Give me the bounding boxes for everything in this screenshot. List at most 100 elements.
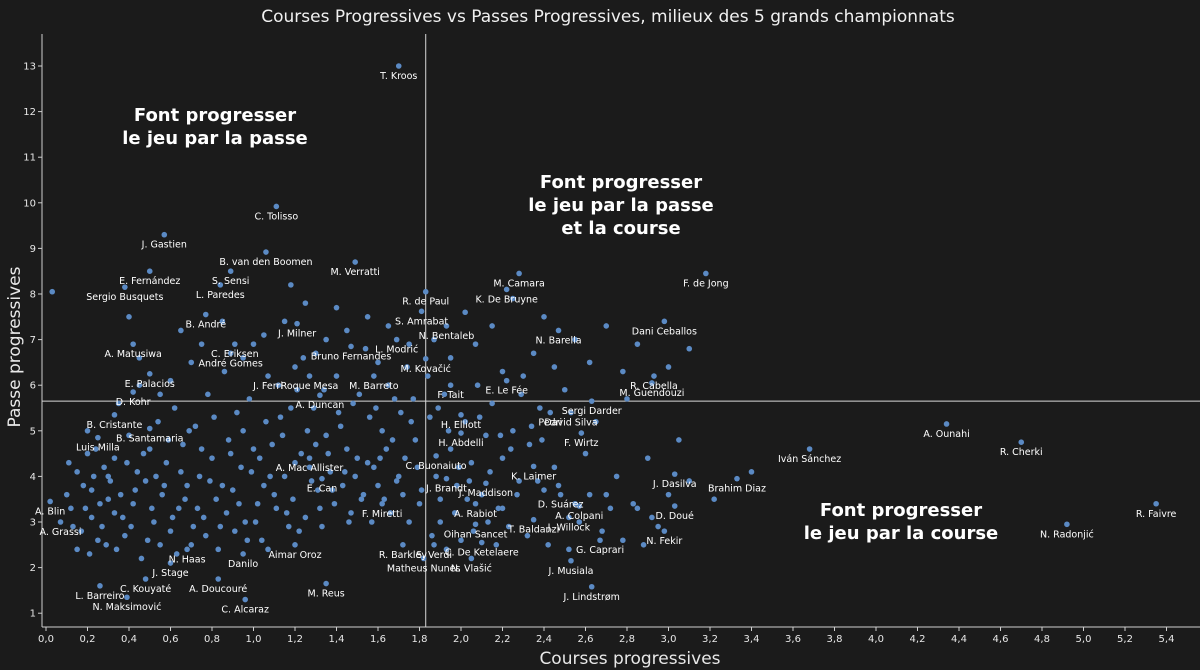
point-label: G. Caprari — [576, 545, 624, 556]
data-point — [603, 491, 610, 498]
labeled-data-point — [530, 463, 537, 470]
data-point — [613, 473, 620, 480]
data-point — [566, 546, 572, 553]
data-point — [325, 450, 332, 457]
point-label: C. Tolisso — [254, 211, 298, 222]
labeled-data-point — [734, 475, 740, 482]
data-point — [321, 386, 327, 393]
point-label: Roque Mesa — [281, 381, 339, 392]
data-point — [223, 510, 230, 516]
labeled-data-point — [348, 343, 354, 350]
data-point — [319, 523, 325, 530]
data-point — [497, 432, 504, 439]
x-tick-label: 1,2 — [287, 634, 303, 645]
data-point — [144, 537, 151, 544]
data-point — [514, 491, 520, 498]
y-tick-label: 8 — [30, 290, 36, 301]
data-point — [418, 487, 425, 493]
data-point — [364, 459, 371, 466]
data-point — [344, 446, 350, 452]
data-point — [49, 288, 56, 295]
data-point — [408, 418, 415, 425]
data-point — [644, 455, 651, 461]
data-point — [246, 396, 253, 402]
data-point — [541, 314, 547, 320]
data-point — [686, 478, 693, 484]
data-point — [250, 341, 257, 347]
data-point — [97, 500, 103, 507]
x-tick-label: 1,8 — [412, 634, 428, 645]
point-label: R. Faivre — [1136, 509, 1177, 520]
y-tick-label: 1 — [30, 609, 36, 620]
data-point — [88, 514, 95, 521]
data-point — [194, 505, 201, 512]
data-point — [111, 510, 118, 516]
labeled-data-point — [400, 542, 406, 548]
data-point — [435, 405, 441, 411]
data-point — [180, 441, 186, 448]
data-point — [279, 432, 286, 439]
data-point — [317, 505, 323, 512]
data-point — [576, 519, 583, 525]
data-point — [495, 505, 502, 512]
data-point — [379, 428, 385, 434]
point-label: R. Cabella — [630, 381, 678, 392]
x-tick-label: 4,8 — [1034, 634, 1050, 645]
labeled-data-point — [661, 528, 668, 534]
data-point — [561, 386, 568, 393]
x-tick-label: 4,0 — [868, 634, 884, 645]
point-label: Pedri — [538, 418, 562, 429]
point-label: D. Doué — [656, 511, 695, 522]
data-point — [184, 482, 190, 489]
data-point — [103, 542, 109, 548]
point-label: K. Laimer — [511, 471, 556, 482]
data-point — [167, 377, 174, 384]
labeled-data-point — [703, 270, 709, 277]
point-label: B. van den Boomen — [219, 257, 312, 268]
data-point — [665, 364, 672, 370]
labeled-data-point — [95, 434, 101, 441]
data-point — [468, 459, 475, 466]
labeled-data-point — [503, 377, 510, 384]
data-point — [250, 446, 257, 452]
labeled-data-point — [568, 557, 574, 564]
point-label: Oihan Sancet — [444, 529, 508, 540]
data-point — [146, 446, 153, 452]
data-point — [406, 341, 412, 347]
y-tick-label: 5 — [30, 426, 36, 437]
data-point — [593, 418, 599, 425]
data-point — [555, 482, 562, 489]
data-point — [302, 300, 309, 306]
data-point — [510, 428, 516, 434]
data-point — [132, 487, 139, 493]
data-point — [95, 537, 101, 544]
data-point — [711, 496, 717, 503]
labeled-data-point — [422, 288, 429, 295]
data-point — [607, 505, 614, 512]
point-label: C. Alcaraz — [221, 605, 269, 616]
labeled-data-point — [395, 63, 402, 69]
data-point — [489, 323, 495, 329]
labeled-data-point — [352, 259, 358, 265]
data-point — [634, 505, 641, 512]
x-tick-label: 3,8 — [827, 634, 843, 645]
data-point — [447, 446, 454, 452]
data-point — [269, 441, 275, 448]
point-labels: T. Kroos C. Tolisso J. Gastien B. van den B… — [35, 71, 1176, 616]
data-point — [624, 396, 630, 402]
data-point — [173, 551, 180, 557]
labeled-data-point — [443, 323, 450, 329]
data-point — [572, 336, 578, 343]
point-label: M. Verratti — [330, 267, 379, 278]
data-point — [178, 327, 184, 334]
point-label: Matheus Nunes — [387, 563, 461, 574]
data-point — [113, 546, 120, 553]
data-point — [333, 373, 340, 379]
labeled-data-point — [240, 551, 246, 557]
data-point — [315, 487, 321, 493]
quadrant-annotation: Font progresser le jeu par la passe — [122, 105, 308, 149]
labeled-data-point — [1153, 500, 1159, 507]
y-tick-label: 6 — [30, 381, 36, 392]
